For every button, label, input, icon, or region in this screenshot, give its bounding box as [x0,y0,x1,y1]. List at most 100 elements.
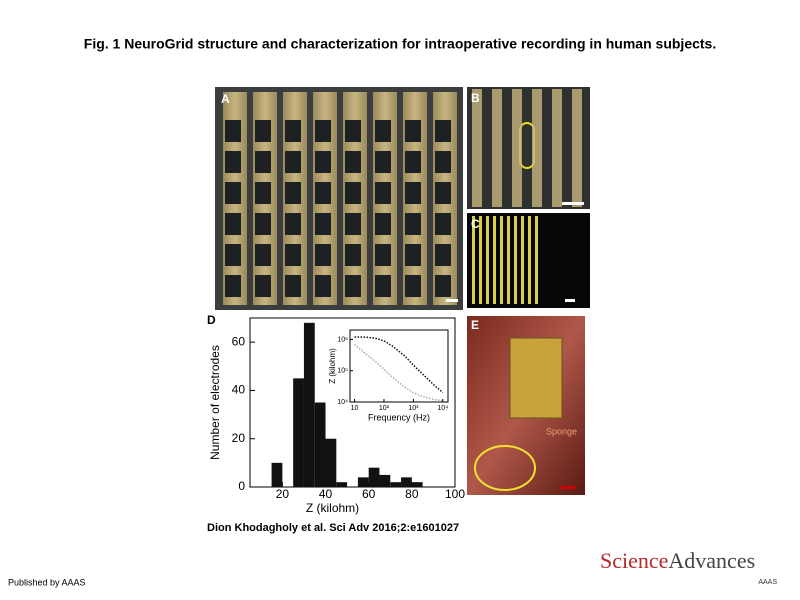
plot-frame [249,317,456,488]
inset-frame [349,329,449,403]
electrode-pad [375,244,391,266]
trace-band [552,89,562,207]
footer: Published by AAAS [8,577,86,587]
panel-label: E [471,318,479,332]
electrode-pad [255,244,271,266]
panel-label: B [471,91,480,105]
x-tick-label: 80 [405,487,419,501]
inset-x-tick-label: 10 [351,405,359,412]
y-tick-label: 20 [232,431,246,445]
inset-y-tick-label: 10⁵ [337,368,348,375]
electrode-pad [435,182,451,204]
inset-x-tick-label: 10⁴ [437,405,448,412]
electrode-pad [225,244,241,266]
trace-band [472,89,482,207]
trace-band [512,89,522,207]
trace-line [500,216,503,304]
electrode-pad [285,182,301,204]
bar [390,482,402,487]
trace-band [572,89,582,207]
electrode-pad [225,213,241,235]
electrode-pad [405,244,421,266]
electrode-pad [285,120,301,142]
y-tick-label: 0 [238,479,245,493]
bar [325,438,337,487]
trace-band [492,89,502,207]
x-tick-label: 100 [445,487,465,501]
electrode-pad [225,275,241,297]
sponge-label: Sponge [546,426,577,436]
trace-line [472,216,475,304]
x-axis-label: Z (kilohm) [306,501,359,515]
inset-x-tick-label: 10² [379,405,390,412]
electrode-pad [405,275,421,297]
title: Fig. 1 NeuroGrid structure and character… [84,36,716,52]
electrode-pad [255,213,271,235]
inset-y-tick-label: 10⁴ [337,399,348,406]
panel-label: C [471,217,480,231]
electrode-pad [375,120,391,142]
electrode-pad [435,275,451,297]
x-tick-label: 40 [319,487,333,501]
bar [368,467,380,487]
logo: ScienceAdvances [600,548,755,573]
electrode-pad [405,151,421,173]
y-axis-label: Number of electrodes [208,345,222,460]
electrode-pad [405,120,421,142]
electrode-pad [435,120,451,142]
electrode-pad [285,151,301,173]
citation: Dion Khodagholy et al. Sci Adv 2016;2:e1… [207,522,459,534]
figure-images [215,87,590,495]
electrode-pad [315,275,331,297]
bar [293,378,304,487]
scale-bar [560,486,576,489]
electrode-pad [315,244,331,266]
electrode-pad [285,213,301,235]
electrode-pad [375,275,391,297]
bar [401,477,412,487]
electrode-pad [375,213,391,235]
trace-band [532,89,542,207]
scale-bar [562,202,584,205]
trace-line [486,216,489,304]
electrode-pad [435,213,451,235]
trace-line [528,216,531,304]
electrode-pad [255,151,271,173]
electrode-pad [405,182,421,204]
bar [271,462,283,487]
electrode-pad [345,213,361,235]
electrode-pad [345,120,361,142]
electrode-pad [255,182,271,204]
bar [303,322,315,487]
electrode-pad [225,120,241,142]
bar [411,482,423,487]
electrode-pad [225,182,241,204]
electrode-pad [285,275,301,297]
trace-line [493,216,496,304]
scale-bar [446,299,458,302]
electrode-pad [375,182,391,204]
electrode-pad [255,120,271,142]
trace-line [535,216,538,304]
electrode-pad [345,244,361,266]
electrode-pad [255,275,271,297]
trace-line [514,216,517,304]
inset-x-tick-label: 10³ [408,405,419,412]
electrode-pad [345,182,361,204]
scale-bar [565,299,575,302]
inset-line [354,343,443,402]
x-tick-label: 20 [276,487,290,501]
electrode-pad [315,182,331,204]
electrode-pad [315,120,331,142]
electrode-pad [435,244,451,266]
y-tick-label: 60 [232,334,246,348]
bar [336,482,348,487]
inset-x-label: Frequency (Hz) [368,412,430,422]
electrode-pad [375,151,391,173]
trace-line [507,216,510,304]
panel-label: A [221,92,230,106]
highlight-circle [474,445,536,491]
trace-line [521,216,524,304]
bar [314,402,326,487]
electrode-pad [405,213,421,235]
